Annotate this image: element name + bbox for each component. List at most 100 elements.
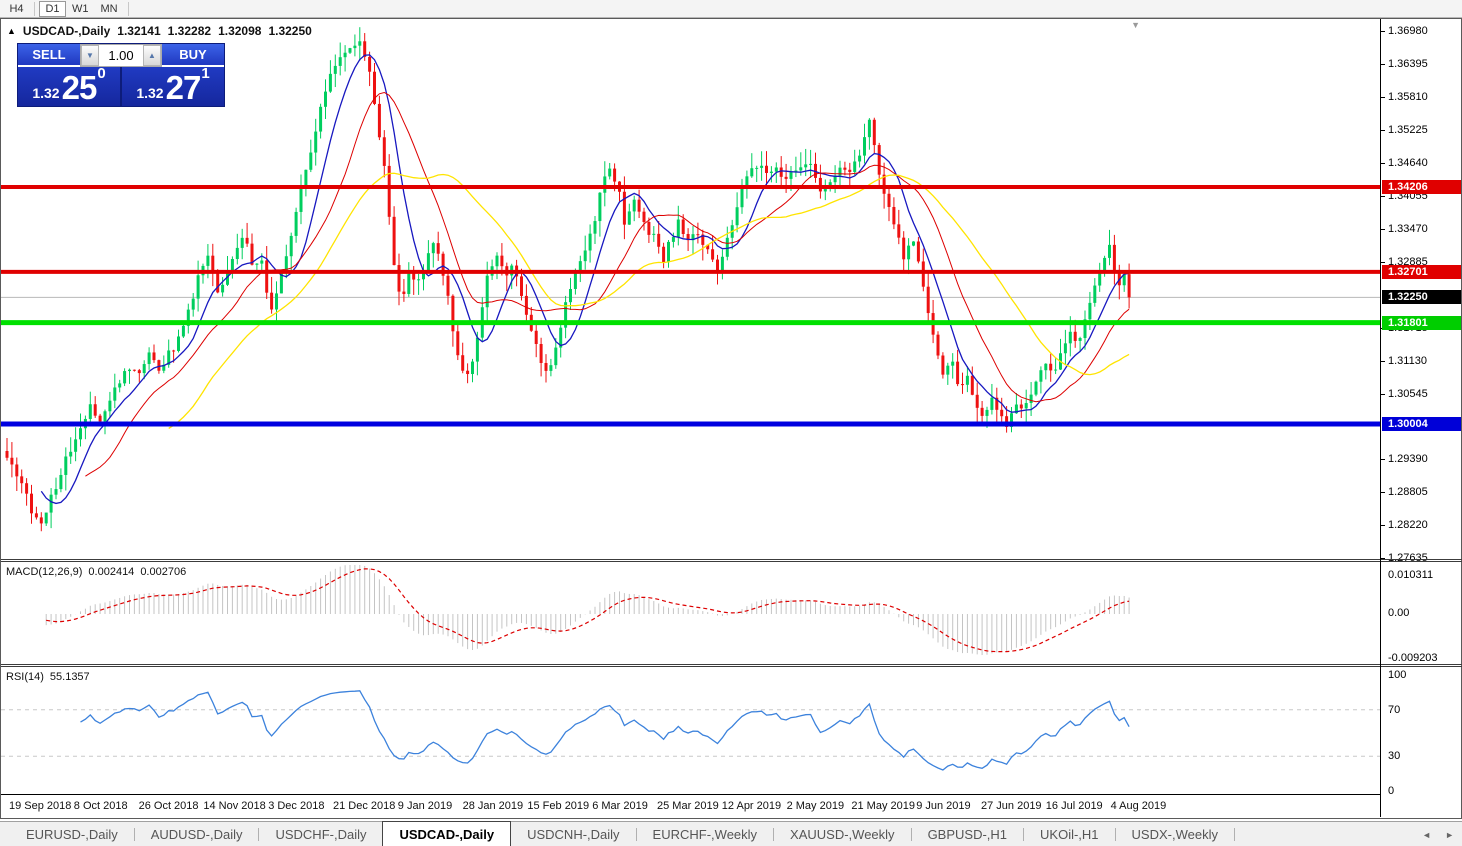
collapse-panel-arrow-icon[interactable]: ▲ [7,26,16,36]
price-badge-1.31801: 1.31801 [1382,315,1461,330]
date-tick-label: 21 Dec 2018 [333,800,396,812]
date-tick-label: 15 Feb 2019 [527,800,590,812]
buy-price-prefix: 1.32 [136,85,164,101]
price-tick-label: 1.28805 [1388,485,1428,498]
price-tick-mark [1381,458,1385,460]
tab-eurusd-daily[interactable]: EURUSD-,Daily [26,826,118,842]
ohlc-high: 1.32282 [167,24,212,38]
tab-scroll-left-icon[interactable]: ◄ [1422,829,1432,840]
tab-gbpusd-h1[interactable]: GBPUSD-,H1 [927,826,1008,842]
macd-tick-label: -0.009203 [1388,652,1438,664]
buy-price-big: 27 [165,69,202,106]
volume-decrease-button[interactable]: ▼ [81,45,99,66]
tab-eurchf-weekly[interactable]: EURCHF-,Weekly [652,826,758,842]
date-tick-label: 8 Oct 2018 [73,800,128,812]
rsi-line [80,690,1130,771]
price-tick-mark [1381,30,1385,32]
price-tick-label: 1.27635 [1388,551,1428,564]
pane-divider[interactable] [1,664,1380,667]
period-button-h4[interactable]: H4 [9,2,24,15]
rsi-tick-label: 100 [1388,669,1407,681]
rsi-pane[interactable] [1,667,1380,794]
tab-separator [635,827,637,841]
tab-xauusd-weekly[interactable]: XAUUSD-,Weekly [790,826,895,842]
tab-usdcnh-daily[interactable]: USDCNH-,Daily [527,826,620,842]
price-tick-label: 1.32885 [1388,255,1428,268]
rsi-tick-label: 0 [1388,785,1395,797]
axis-divider [1381,664,1462,667]
tab-separator [1234,827,1235,841]
date-tick-label: 6 Mar 2019 [592,800,648,812]
tab-separator [258,827,260,841]
macd-value-main: 0.002414 [88,566,135,578]
chart-end-marker-icon[interactable]: ▼ [1131,20,1141,30]
price-badge-1.32250: 1.32250 [1382,290,1461,305]
price-tick-mark [1381,129,1385,131]
price-tick-mark [1381,228,1385,230]
price-tick-mark [1381,195,1385,197]
macd-pane[interactable] [1,562,1380,664]
date-axis[interactable]: 19 Sep 2018 8 Oct 2018 26 Oct 2018 14 Nov 2… [1,794,1380,817]
date-tick-label: 26 Oct 2018 [138,800,199,812]
price-badge-1.32701: 1.32701 [1382,264,1461,279]
buy-price-display[interactable]: 1.32 27 1 [120,65,224,106]
price-tick-label: 1.29390 [1388,452,1428,465]
period-toolbar: H4 D1 W1 MN [0,0,1462,18]
price-tick-label: 1.36395 [1388,57,1428,70]
ohlc-low: 1.32098 [218,24,262,38]
tab-separator [773,827,775,841]
axis-divider [1381,559,1462,562]
rsi-label: RSI(14) 55.1357 [6,671,90,683]
buy-price-sup: 1 [201,65,210,82]
one-click-trade-panel: SELL ▼ 1.00 ▲ BUY 1.32 25 0 1.32 [17,43,225,107]
price-tick-label: 1.33470 [1388,222,1428,235]
price-pane[interactable] [1,19,1380,559]
tab-audusd-daily[interactable]: AUDUSD-,Daily [150,826,243,842]
tab-ukoil-h1[interactable]: UKOil-,H1 [1040,826,1099,842]
tab-separator [1114,827,1116,841]
date-tick-label: 25 Mar 2019 [657,800,719,812]
price-tick-mark [1381,491,1385,493]
price-tick-label: 1.28220 [1388,518,1428,531]
price-tick-mark [1381,261,1385,263]
volume-input[interactable]: 1.00 [99,45,143,66]
ma-mid-line [85,91,1130,477]
macd-label: MACD(12,26,9) 0.002414 0.002706 [6,566,187,578]
tab-usdx-weekly[interactable]: USDX-,Weekly [1131,826,1218,842]
chart-header: ▲ USDCAD-,Daily 1.32141 1.32282 1.32098 … [7,24,312,38]
price-tick-label: 1.31130 [1388,354,1427,367]
price-tick-label: 1.35225 [1388,123,1428,136]
ma-fast-line [40,54,1130,505]
price-tick-mark [1381,393,1385,395]
date-tick-label: 14 Nov 2018 [203,800,266,812]
date-tick-label: 4 Aug 2019 [1110,800,1167,812]
volume-increase-button[interactable]: ▲ [143,45,161,66]
date-tick-label: 21 May 2019 [851,800,915,812]
ma-slow-line [168,172,1130,429]
period-button-mn[interactable]: MN [100,2,118,15]
sell-button[interactable]: SELL [18,44,80,67]
tab-usdchf-daily[interactable]: USDCHF-,Daily [275,826,367,842]
date-tick-label: 28 Jan 2019 [462,800,524,812]
price-axis[interactable]: 1.36980 1.36395 1.35810 1.35225 1.34640 1.340… [1380,19,1462,817]
price-tick-mark [1381,162,1385,164]
tab-scroll-arrows: ◄ ► [1422,822,1454,846]
date-tick-label: 12 Apr 2019 [721,800,782,812]
period-button-w1[interactable]: W1 [72,2,89,15]
tab-usdcad-daily[interactable]: USDCAD-,Daily [382,821,512,846]
date-tick-label: 27 Jun 2019 [981,800,1042,812]
macd-signal-line [46,568,1130,653]
date-tick-label: 9 Jan 2019 [397,800,453,812]
sell-price-big: 25 [61,69,98,106]
tab-separator [133,827,135,841]
sell-price-display[interactable]: 1.32 25 0 [18,65,120,106]
macd-tick-label: 0.010311 [1388,569,1434,581]
tab-scroll-right-icon[interactable]: ► [1445,829,1454,840]
period-button-d1[interactable]: D1 [39,0,66,17]
price-tick-label: 1.30545 [1388,387,1428,400]
price-tick-mark [1381,63,1385,65]
buy-button[interactable]: BUY [162,44,224,67]
pane-divider[interactable] [1,559,1380,562]
date-tick-label: 9 Jun 2019 [916,800,971,812]
candles-layer [5,27,1131,532]
